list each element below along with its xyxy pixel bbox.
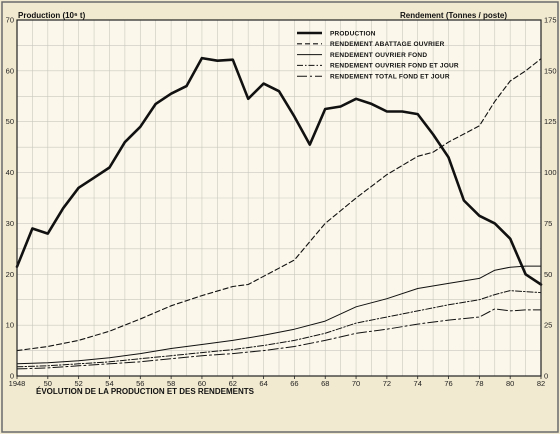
x-tick-label: 78 [475, 379, 483, 388]
left-tick-label: 30 [6, 219, 14, 228]
right-tick-label: 75 [544, 219, 552, 228]
series-layer [15, 56, 543, 370]
right-axis-ticks: 0 25 50 75 100 125 150 175 [544, 16, 557, 381]
x-tick-label: 54 [105, 379, 113, 388]
legend-label: RENDEMENT ABATTAGE OUVRIER [330, 41, 445, 48]
right-tick-label: 25 [544, 321, 552, 330]
x-tick-label: 62 [229, 379, 237, 388]
right-tick-label: 100 [544, 168, 557, 177]
legend-label: RENDEMENT OUVRIER FOND [330, 52, 427, 59]
x-tick-label: 64 [259, 379, 267, 388]
left-axis-title: Production (10⁶ t) [18, 11, 86, 20]
x-tick-label: 66 [290, 379, 298, 388]
x-tick-label: 72 [383, 379, 391, 388]
legend-label: RENDEMENT TOTAL FOND ET JOUR [330, 74, 450, 81]
left-axis-ticks: 0 10 20 30 40 50 60 70 [6, 16, 14, 381]
legend-label: PRODUCTION [330, 30, 376, 37]
x-tick-label: 58 [167, 379, 175, 388]
left-tick-label: 10 [6, 321, 14, 330]
right-tick-label: 50 [544, 270, 552, 279]
x-tick-label: 74 [414, 379, 422, 388]
x-tick-label: 60 [198, 379, 206, 388]
series-line-4 [16, 290, 542, 368]
right-tick-label: 0 [544, 372, 548, 381]
left-tick-label: 0 [10, 372, 14, 381]
x-tick-label: 68 [321, 379, 329, 388]
left-tick-label: 40 [6, 168, 14, 177]
x-tick-label: 76 [444, 379, 452, 388]
x-tick-label: 50 [44, 379, 52, 388]
legend: PRODUCTION RENDEMENT ABATTAGE OUVRIER REND… [297, 30, 459, 81]
x-tick-label: 80 [506, 379, 514, 388]
left-tick-label: 70 [6, 16, 14, 25]
grid-lines [17, 20, 541, 376]
left-tick-label: 50 [6, 117, 14, 126]
x-tick-label: 56 [136, 379, 144, 388]
x-tick-label: 70 [352, 379, 360, 388]
x-tick-label: 1948 [9, 379, 26, 388]
chart-title: ÉVOLUTION DE LA PRODUCTION ET DES RENDEM… [36, 387, 255, 396]
x-axis-ticks: 1948 50 52 54 56 58 60 62 64 66 68 70 72 74 76 78 80 82 [9, 376, 545, 388]
left-tick-label: 20 [6, 270, 14, 279]
right-axis-title: Rendement (Tonnes / poste) [400, 11, 507, 20]
legend-label: RENDEMENT OUVRIER FOND ET JOUR [330, 63, 459, 70]
series-line-5 [16, 308, 542, 370]
right-tick-label: 175 [544, 16, 557, 25]
right-tick-label: 150 [544, 66, 557, 75]
x-tick-label: 82 [537, 379, 545, 388]
series-line-2 [16, 58, 542, 352]
series-line-1 [15, 56, 543, 286]
left-tick-label: 60 [6, 66, 14, 75]
series-line-3 [16, 265, 542, 365]
right-tick-label: 125 [544, 117, 557, 126]
x-tick-label: 52 [74, 379, 82, 388]
